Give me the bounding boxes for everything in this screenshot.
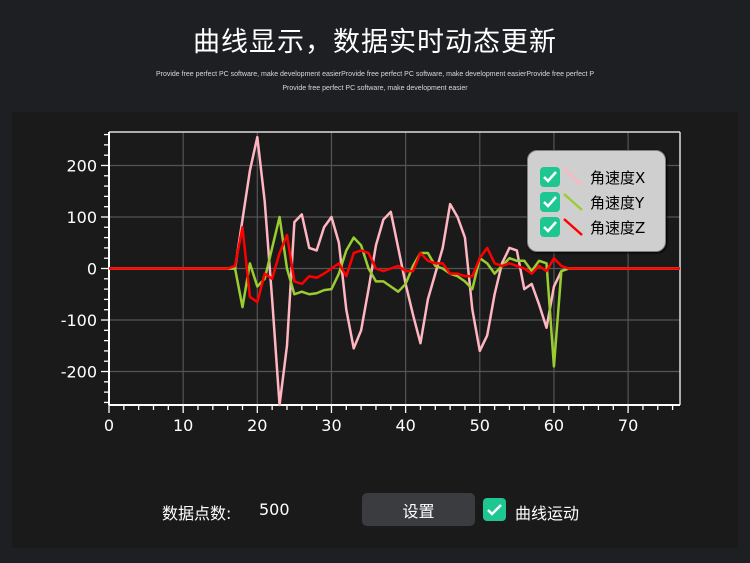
page-title: 曲线显示，数据实时动态更新 xyxy=(193,27,557,58)
series-line-2 xyxy=(109,226,680,304)
series-line-1 xyxy=(109,215,680,368)
legend-x-line-icon xyxy=(563,168,583,186)
x-tick-label: 0 xyxy=(104,416,114,435)
y-tick-label: -200 xyxy=(61,363,97,382)
point-count-label: 数据点数: xyxy=(162,504,232,523)
y-tick-label: 0 xyxy=(87,260,97,279)
legend-z-line-icon xyxy=(563,218,583,236)
legend-item-z[interactable]: 角速度Z xyxy=(540,216,645,238)
point-count-value: 500 xyxy=(259,500,290,519)
check-icon xyxy=(543,196,557,208)
x-tick-label: 70 xyxy=(618,416,638,435)
legend-z-checkbox[interactable] xyxy=(540,217,560,237)
y-tick-label: 200 xyxy=(66,156,97,175)
y-tick-label: 100 xyxy=(66,208,97,227)
x-tick-label: 40 xyxy=(395,416,415,435)
curve-motion-checkbox[interactable] xyxy=(483,498,506,521)
curve-motion-label: 曲线运动 xyxy=(515,504,580,523)
legend-y-checkbox[interactable] xyxy=(540,192,560,212)
check-icon xyxy=(543,171,557,183)
series-line-0 xyxy=(109,135,680,407)
x-tick-label: 50 xyxy=(470,416,490,435)
subtitle-line-1: Provide free perfect PC software, make d… xyxy=(155,71,595,78)
check-icon xyxy=(543,221,557,233)
legend-x-label: 角速度X xyxy=(590,168,646,187)
x-tick-label: 60 xyxy=(544,416,564,435)
x-tick-label: 20 xyxy=(247,416,267,435)
y-tick-label: -100 xyxy=(61,311,97,330)
legend-y-line-icon xyxy=(563,193,583,211)
legend-z-label: 角速度Z xyxy=(590,218,646,237)
legend-item-y[interactable]: 角速度Y xyxy=(540,191,644,213)
check-icon xyxy=(487,503,502,516)
x-tick-label: 30 xyxy=(321,416,341,435)
chart-legend: 角速度X 角速度Y 角速度Z xyxy=(527,150,666,252)
legend-item-x[interactable]: 角速度X xyxy=(540,166,645,188)
subtitle-line-2: Provide free perfect PC software, make d… xyxy=(282,85,468,92)
legend-x-checkbox[interactable] xyxy=(540,167,560,187)
x-tick-label: 10 xyxy=(173,416,193,435)
settings-button[interactable]: 设置 xyxy=(362,493,475,526)
legend-y-label: 角速度Y xyxy=(590,193,645,212)
